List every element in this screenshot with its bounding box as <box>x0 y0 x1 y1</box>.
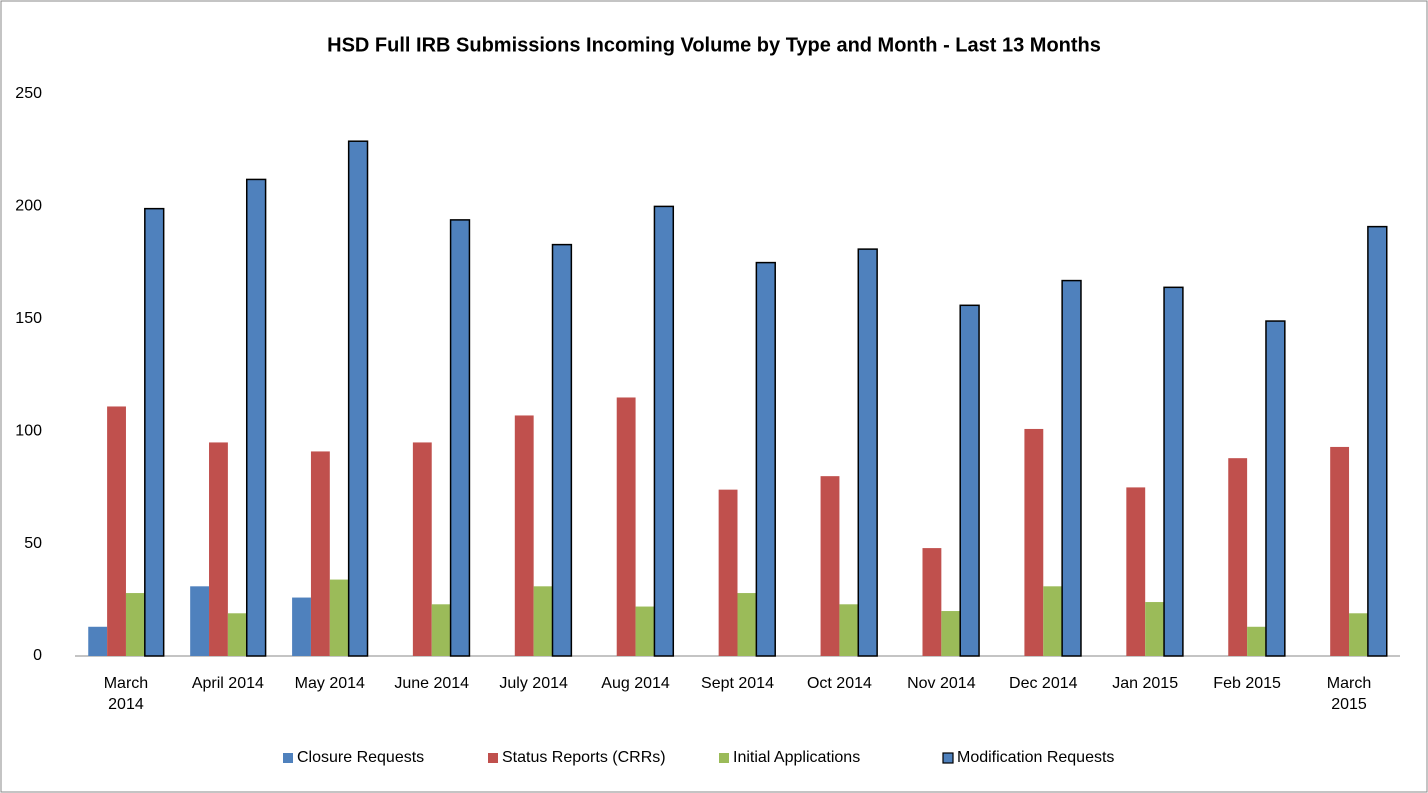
bar <box>347 140 369 657</box>
bar <box>292 597 311 656</box>
y-tick-label: 200 <box>15 198 42 215</box>
bar <box>820 476 840 656</box>
chart-title: HSD Full IRB Submissions Incoming Volume… <box>327 34 1101 56</box>
bar <box>616 397 636 656</box>
bar <box>1061 279 1082 657</box>
x-tick-label: Nov 2014 <box>907 675 976 692</box>
x-tick-label: Aug 2014 <box>601 675 670 692</box>
x-tick-label: May 2014 <box>294 675 365 692</box>
legend-swatch <box>283 753 293 763</box>
y-tick-label: 50 <box>24 535 42 552</box>
y-tick-label: 250 <box>15 85 42 102</box>
bar <box>125 593 145 656</box>
bar <box>190 586 210 656</box>
bar <box>635 606 655 656</box>
bar <box>144 207 165 657</box>
bar <box>737 593 757 656</box>
legend-label: Initial Applications <box>733 749 860 766</box>
bar <box>1367 225 1388 657</box>
bar <box>245 178 267 657</box>
bar <box>1145 602 1165 656</box>
bar <box>107 406 126 656</box>
bar <box>431 604 451 656</box>
x-tick-label: April 2014 <box>191 675 264 692</box>
bar <box>1043 586 1063 656</box>
bar <box>718 489 738 656</box>
bar <box>310 451 330 656</box>
y-tick-label: 150 <box>15 310 42 327</box>
bar <box>1024 428 1044 656</box>
bar <box>922 548 942 656</box>
legend-swatch <box>942 752 954 764</box>
bar <box>1163 286 1184 657</box>
bar <box>514 415 534 656</box>
bar <box>1349 613 1368 656</box>
legend-label: Status Reports (CRRs) <box>502 749 666 766</box>
bar <box>449 219 471 657</box>
bar <box>551 243 573 657</box>
bar <box>412 442 432 656</box>
legend-swatch <box>488 753 498 763</box>
x-tick-label: July 2014 <box>499 675 568 692</box>
bar <box>653 205 675 657</box>
bar <box>88 626 108 656</box>
bar <box>1330 446 1350 656</box>
x-tick-label: June 2014 <box>394 675 470 692</box>
legend-label: Closure Requests <box>297 749 424 766</box>
bar <box>209 442 228 656</box>
legend-swatch <box>719 753 729 763</box>
bar <box>1265 320 1286 657</box>
y-tick-label: 100 <box>15 422 42 439</box>
bar <box>1247 626 1266 656</box>
bar <box>941 611 961 656</box>
bar <box>839 604 859 656</box>
bar <box>1126 487 1146 656</box>
bar <box>959 304 980 657</box>
bar <box>755 261 776 657</box>
bar <box>533 586 553 656</box>
bar <box>1228 458 1248 656</box>
x-tick-label: Sept 2014 <box>701 675 774 692</box>
x-tick-label: Feb 2015 <box>1213 675 1281 692</box>
x-tick-label: March 2015 <box>1326 675 1372 713</box>
legend-label: Modification Requests <box>957 749 1114 766</box>
x-tick-label: Jan 2015 <box>1112 675 1179 692</box>
bar <box>329 579 349 656</box>
x-tick-label: March 2014 <box>103 675 149 713</box>
y-tick-label: 0 <box>33 647 42 664</box>
bar <box>857 248 878 657</box>
x-tick-label: Dec 2014 <box>1009 675 1078 692</box>
bar <box>227 613 247 656</box>
x-tick-label: Oct 2014 <box>806 675 872 692</box>
